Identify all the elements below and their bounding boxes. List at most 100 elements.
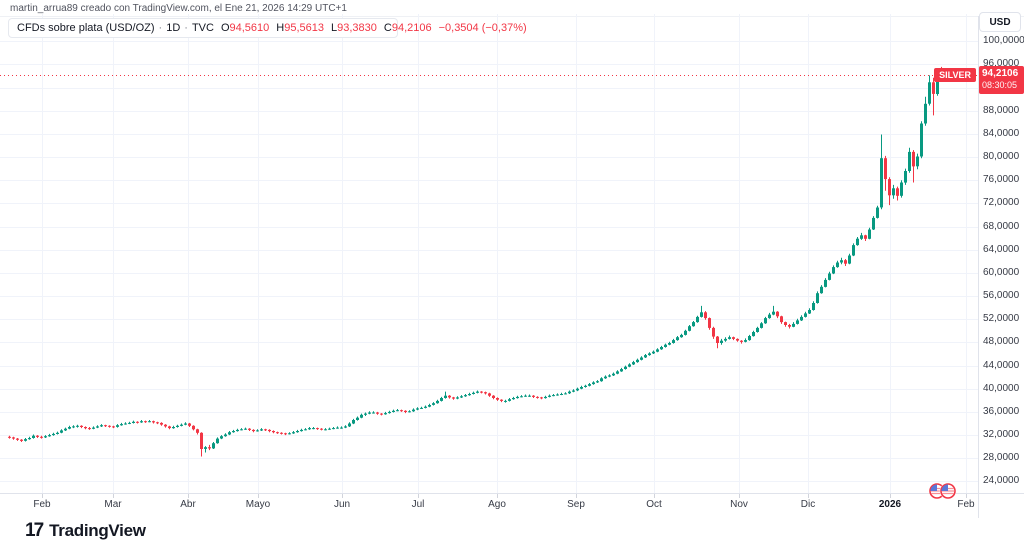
candle-body (356, 417, 359, 420)
time-axis-tick (739, 494, 740, 498)
candle-body (196, 429, 199, 433)
candle-body (728, 337, 731, 339)
low-value: L93,3830 (330, 22, 377, 34)
candle-body (808, 310, 811, 314)
us-flag-economic-event-icon[interactable] (928, 482, 960, 500)
candle-body (764, 318, 767, 324)
candle-body (552, 395, 555, 397)
candle-body (852, 245, 855, 256)
candle-body (388, 411, 391, 414)
candle-body (712, 327, 715, 337)
candle-body (52, 433, 55, 436)
candle-body (840, 260, 843, 263)
tradingview-logo-mark-icon: 17 (25, 520, 44, 541)
candle-body (888, 179, 891, 196)
candle-body (744, 340, 747, 342)
candle-body (76, 425, 79, 427)
current-price-label[interactable]: 94,2106 08:30:05 (979, 66, 1024, 94)
candle-body (904, 171, 907, 183)
countdown-timer: 08:30:05 (982, 80, 1018, 90)
candle-body (508, 399, 511, 401)
candle-body (108, 425, 111, 427)
candle-body (848, 255, 851, 264)
pane-top-border (0, 16, 1024, 17)
interval-label[interactable]: 1D (166, 22, 181, 34)
candle-body (688, 326, 691, 331)
time-axis-tick (890, 494, 891, 498)
candle-body (156, 422, 159, 424)
candle-body (300, 429, 303, 432)
candle-body (900, 182, 903, 196)
time-axis-tick (966, 494, 967, 498)
candle-body (12, 437, 15, 439)
price-axis-label: 24,0000 (983, 475, 1020, 487)
candle-body (408, 411, 411, 413)
candle-body (612, 373, 615, 376)
candle-body (100, 425, 103, 427)
candle-body (912, 151, 915, 167)
candle-body (228, 432, 231, 435)
candle-body (180, 424, 183, 426)
candle-body (216, 438, 219, 444)
candle-body (188, 423, 191, 426)
candle-body (84, 427, 87, 429)
candle-body (544, 396, 547, 399)
candle-body (412, 409, 415, 412)
price-axis-label: 80,0000 (983, 151, 1020, 163)
time-axis-label: 2026 (878, 499, 902, 510)
time-axis-label: Ago (488, 499, 506, 510)
candle-body (672, 340, 675, 343)
candle-body (608, 375, 611, 377)
price-axis-label: 76,0000 (983, 174, 1020, 186)
candle-body (460, 396, 463, 398)
price-axis-label: 60,0000 (983, 266, 1020, 278)
symbol-title[interactable]: CFDs sobre plata (USD/OZ) (17, 22, 155, 34)
candle-body (16, 438, 19, 440)
candle-body (364, 413, 367, 415)
time-axis-label: Abr (180, 499, 196, 510)
candle-body (380, 413, 383, 415)
candle-body (296, 431, 299, 433)
candle-body (128, 422, 131, 424)
candle-body (120, 424, 123, 426)
candle-body (220, 436, 223, 439)
candle-body (148, 421, 151, 423)
price-axis-label: 44,0000 (983, 359, 1020, 371)
candle-body (676, 337, 679, 341)
us-flag-front-circle (939, 482, 957, 500)
candle-body (132, 421, 135, 423)
candle-body (540, 397, 543, 399)
price-axis-label: 32,0000 (983, 429, 1020, 441)
candle-body (80, 425, 83, 427)
currency-usd-button[interactable]: USD (979, 12, 1021, 32)
candle-body (288, 433, 291, 435)
candle-body (280, 432, 283, 434)
candle-body (488, 393, 491, 396)
candle-body (740, 340, 743, 342)
candle-body (112, 426, 115, 428)
candle-body (392, 410, 395, 412)
candle-body (664, 344, 667, 347)
candle-body (896, 188, 899, 196)
time-axis-tick (808, 494, 809, 498)
candle-body (560, 394, 563, 395)
price-axis-label: 48,0000 (983, 336, 1020, 348)
candle-body (752, 332, 755, 337)
candle-body (428, 405, 431, 407)
candle-body (588, 384, 591, 386)
tradingview-logo[interactable]: 17 TradingView (25, 521, 146, 541)
price-chart-canvas[interactable] (0, 14, 978, 493)
candle-body (528, 395, 531, 397)
candle-body (28, 438, 31, 440)
candle-body (760, 323, 763, 328)
legend-separator: · (184, 22, 188, 34)
candle-body (468, 394, 471, 396)
candle-body (928, 82, 931, 104)
candle-body (60, 430, 63, 433)
candle-body (64, 428, 67, 431)
time-axis-label: Sep (567, 499, 585, 510)
candle-body (636, 359, 639, 363)
candle-body (204, 447, 207, 449)
candle-body (400, 410, 403, 412)
candle-body (420, 407, 423, 409)
